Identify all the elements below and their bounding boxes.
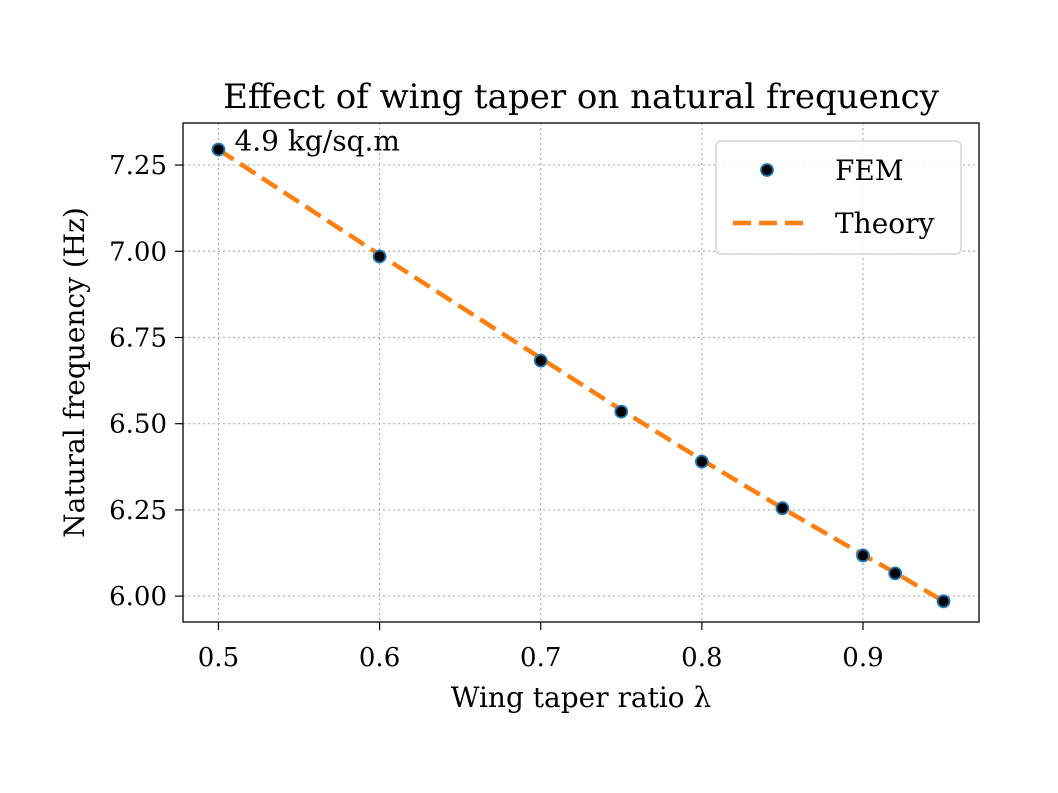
data-point-fem-7: [888, 566, 903, 581]
x-tick-label-1: 0.6: [359, 643, 400, 673]
data-point-fem-6: [856, 548, 870, 563]
y-tick-label-5: 7.25: [109, 151, 167, 181]
data-point-fem-8: [936, 594, 951, 609]
data-point-fem-3: [614, 404, 629, 419]
y-tick-label-1: 6.25: [109, 496, 167, 526]
data-point-fem-1: [372, 249, 387, 264]
legend-box: [715, 140, 962, 255]
y-tick-label-4: 7.00: [109, 237, 167, 267]
x-axis-label: Wing taper ratio λ: [451, 681, 712, 714]
data-point-fem-2: [533, 353, 548, 368]
axis-ticks: 0.5 0.6 0.7 0.8 0.9 6.00 6.25 6.50 6.75 7.00 7.25: [109, 151, 884, 673]
legend: FEM Theory: [715, 140, 962, 255]
grid: [183, 123, 979, 622]
x-tick-label-3: 0.8: [681, 643, 722, 673]
y-axis-label: Natural frequency (Hz): [58, 207, 91, 538]
data-point-fem-0: [211, 142, 226, 157]
legend-marker-fem: [760, 163, 774, 177]
x-tick-label-4: 0.9: [842, 643, 883, 673]
x-tick-label-2: 0.7: [520, 643, 561, 673]
annotations: 4.9 kg/sq.m: [234, 125, 400, 158]
plot-frame: [182, 122, 980, 623]
legend-label-theory: Theory: [835, 207, 935, 240]
annotation-0: 4.9 kg/sq.m: [234, 125, 400, 158]
y-tick-label-3: 6.75: [109, 323, 167, 353]
y-tick-label-0: 6.00: [109, 582, 167, 612]
data-point-fem-4: [694, 454, 709, 469]
x-tick-label-0: 0.5: [198, 643, 239, 673]
chart-title: Effect of wing taper on natural frequenc…: [223, 77, 940, 117]
data-point-fem-5: [775, 501, 790, 516]
legend-label-fem: FEM: [835, 154, 904, 187]
series-layer: [211, 142, 951, 609]
y-tick-label-2: 6.50: [109, 410, 167, 440]
